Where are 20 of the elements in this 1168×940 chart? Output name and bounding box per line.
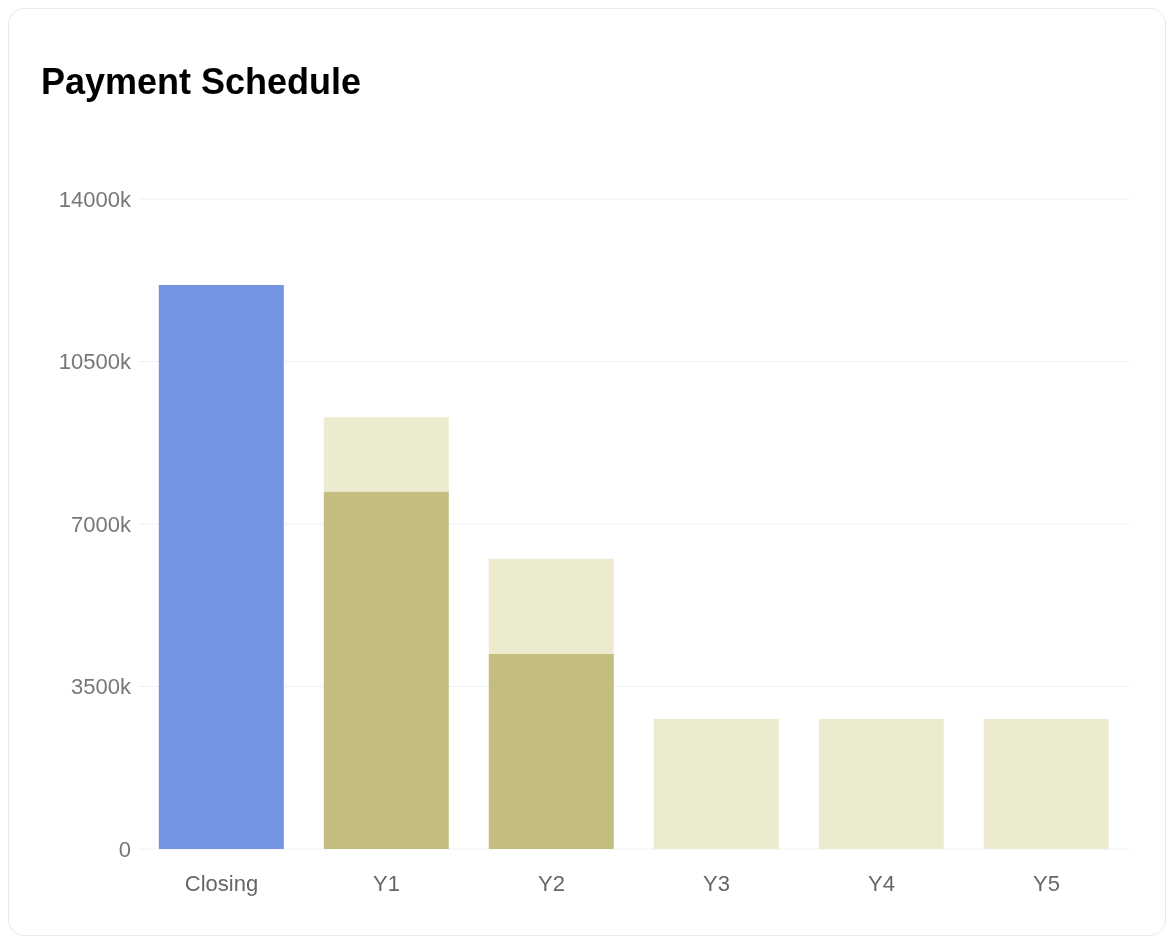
bar bbox=[818, 719, 944, 849]
chart-title: Payment Schedule bbox=[41, 61, 362, 103]
bar bbox=[323, 491, 449, 849]
x-tick-label: Closing bbox=[184, 870, 259, 896]
y-tick-label: 3500k bbox=[71, 674, 132, 700]
bar bbox=[488, 654, 614, 849]
bar bbox=[983, 719, 1109, 849]
y-tick-label: 10500k bbox=[58, 349, 132, 375]
bar bbox=[323, 417, 449, 492]
x-tick-label: Y4 bbox=[868, 870, 895, 896]
y-tick-label: 0 bbox=[118, 836, 131, 862]
bar bbox=[653, 719, 779, 849]
x-tick-label: Y3 bbox=[703, 870, 730, 896]
y-tick-label: 14000k bbox=[58, 186, 132, 212]
bar bbox=[488, 558, 614, 654]
x-tick-label: Y5 bbox=[1033, 870, 1060, 896]
y-tick-label: 7000k bbox=[71, 511, 132, 537]
x-tick-label: Y2 bbox=[538, 870, 565, 896]
bar bbox=[158, 284, 284, 849]
x-tick-label: Y1 bbox=[373, 870, 400, 896]
